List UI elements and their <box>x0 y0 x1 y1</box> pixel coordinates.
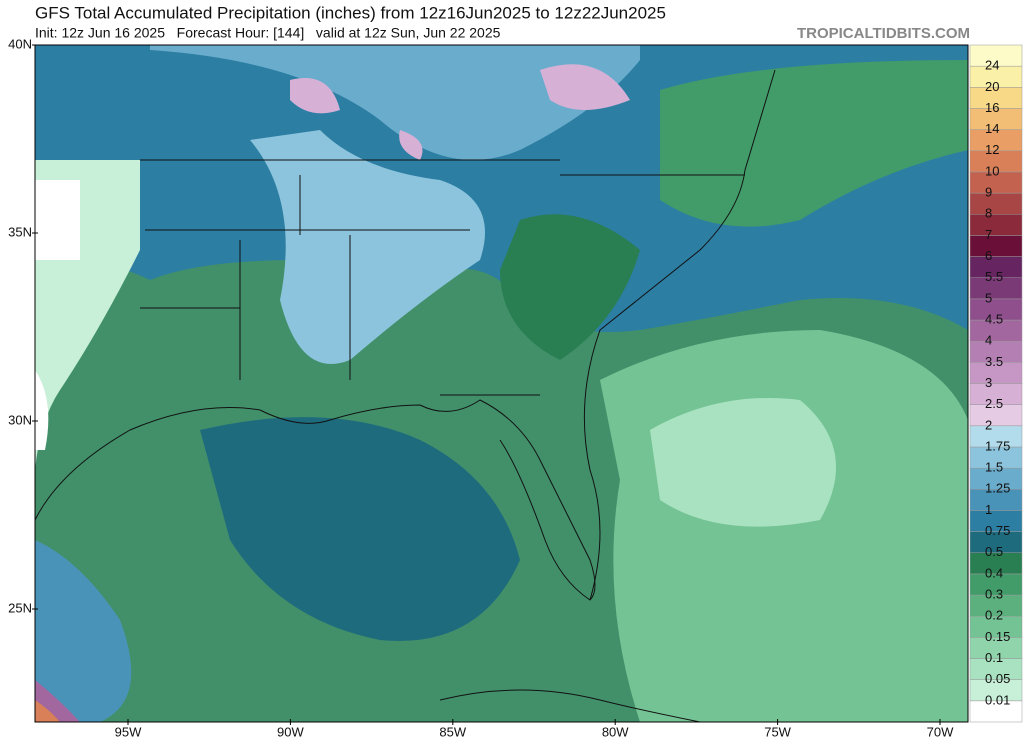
colorbar-label: 1 <box>985 502 992 517</box>
colorbar-label: 1.5 <box>985 460 1003 475</box>
map <box>35 45 968 722</box>
colorbar-label: 8 <box>985 206 992 221</box>
colorbar-label: 0.75 <box>985 523 1010 538</box>
colorbar-label: 0.15 <box>985 629 1010 644</box>
colorbar-label: 7 <box>985 227 992 242</box>
colorbar-label: 2.5 <box>985 396 1003 411</box>
lat-label: 25N <box>8 600 32 615</box>
title: GFS Total Accumulated Precipitation (inc… <box>35 3 666 22</box>
colorbar-label: 5 <box>985 290 992 305</box>
colorbar: 0.01 0.05 0.1 0.15 0.2 0.3 0.4 0.5 0.75 1 1.25 1.5 1… <box>969 44 1023 723</box>
colorbar-label: 0.3 <box>985 587 1003 602</box>
colorbar-label: 14 <box>985 121 999 136</box>
colorbar-label: 0.1 <box>985 650 1003 665</box>
colorbar-label: 3 <box>985 375 992 390</box>
lon-label: 80W <box>602 724 629 739</box>
lon-label: 85W <box>439 724 466 739</box>
colorbar-label: 2 <box>985 417 992 432</box>
colorbar-label: 4.5 <box>985 311 1003 326</box>
lon-label: 75W <box>764 724 791 739</box>
subtitle: Init: 12z Jun 16 2025 Forecast Hour: [14… <box>35 25 501 41</box>
colorbar-cell <box>969 214 1023 236</box>
colorbar-cell <box>969 235 1023 257</box>
lat-label: 40N <box>8 36 32 51</box>
colorbar-label: 6 <box>985 248 992 263</box>
colorbar-label: 0.4 <box>985 565 1003 580</box>
colorbar-label: 24 <box>985 58 999 73</box>
site-credit: TROPICALTIDBITS.COM <box>797 25 970 42</box>
colorbar-label: 10 <box>985 163 999 178</box>
lon-label: 70W <box>927 724 954 739</box>
colorbar-label: 20 <box>985 79 999 94</box>
colorbar-label: 0.2 <box>985 608 1003 623</box>
colorbar-label: 1.25 <box>985 481 1010 496</box>
colorbar-label: 9 <box>985 185 992 200</box>
colorbar-label: 0.01 <box>985 692 1010 707</box>
colorbar-cell <box>969 192 1023 215</box>
colorbar-label: 16 <box>985 100 999 115</box>
colorbar-label: 3.5 <box>985 354 1003 369</box>
lat-label: 35N <box>8 224 32 239</box>
colorbar-label: 1.75 <box>985 438 1010 453</box>
map-axes: 40N 35N 30N 25N 95W 90W 85W 80W 75W 70W <box>8 36 954 739</box>
lon-label: 95W <box>115 724 142 739</box>
colorbar-label: 0.05 <box>985 671 1010 686</box>
colorbar-label: 0.5 <box>985 544 1003 559</box>
map-frame <box>34 44 969 723</box>
lat-label: 30N <box>8 412 32 427</box>
colorbar-label: 4 <box>985 333 992 348</box>
colorbar-label: 12 <box>985 142 999 157</box>
colorbar-cell <box>969 44 1023 67</box>
lon-label: 90W <box>277 724 304 739</box>
colorbar-label: 5.5 <box>985 269 1003 284</box>
